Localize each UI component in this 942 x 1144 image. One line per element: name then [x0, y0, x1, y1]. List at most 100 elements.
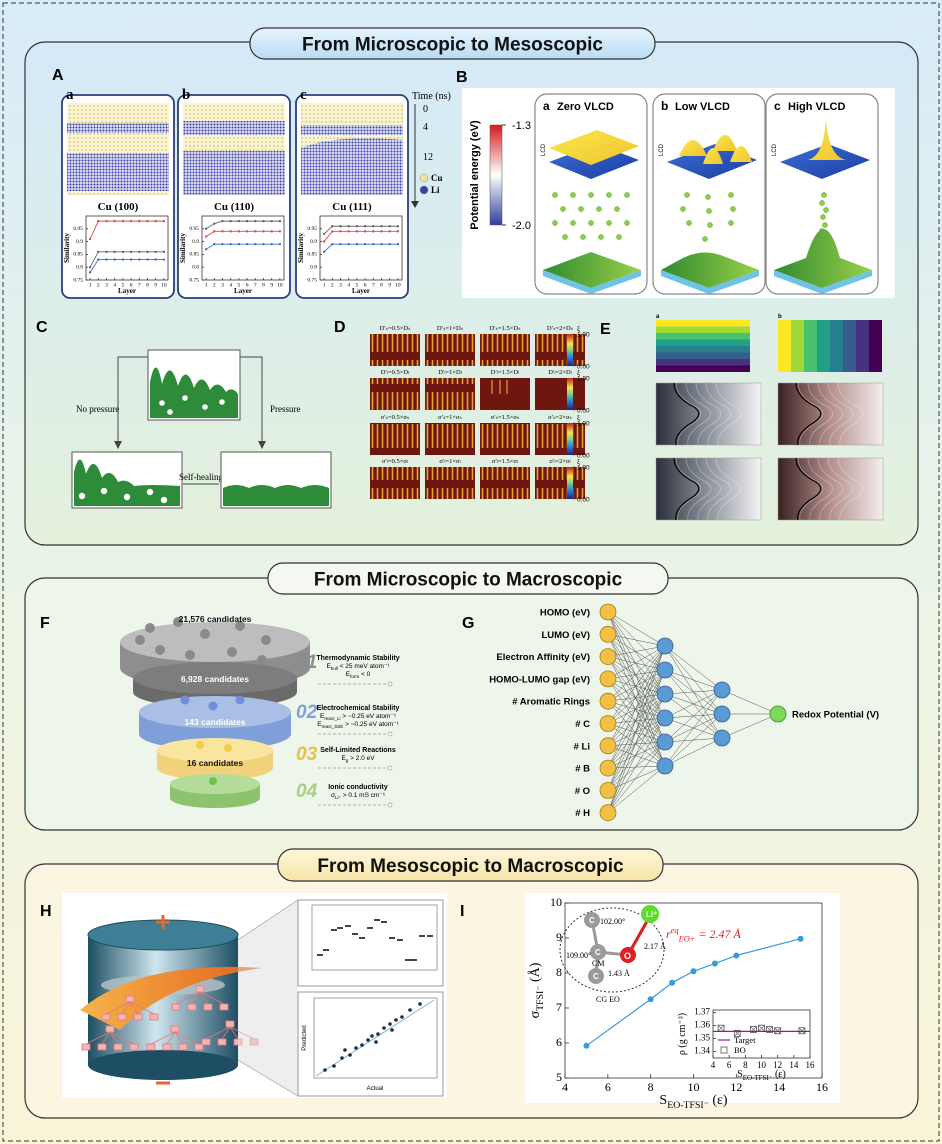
panel-letter: A — [52, 67, 64, 84]
step-criterion: Ereact_Li > ~0.25 eV atom⁻¹ — [320, 713, 397, 721]
tree-edge — [191, 991, 201, 1005]
point — [146, 250, 149, 254]
connection — [607, 634, 666, 647]
carbon — [584, 912, 600, 928]
e-interface — [673, 382, 700, 446]
vlcd-letter: c — [774, 99, 781, 113]
li-ion — [616, 234, 622, 240]
connection — [607, 717, 666, 813]
candidate — [180, 695, 190, 705]
point — [278, 230, 282, 233]
e-letter: b — [778, 314, 782, 320]
step-criterion-sub: react_SSE — [322, 724, 344, 729]
connection — [607, 678, 666, 743]
d-image — [425, 467, 475, 499]
d-image — [480, 423, 530, 455]
connection — [607, 634, 666, 671]
e-isoline — [695, 457, 722, 521]
d-image — [425, 378, 475, 410]
connection — [607, 693, 666, 702]
e-isoline — [705, 382, 732, 446]
tree-node — [187, 1003, 197, 1011]
x-tick-label: 4 — [711, 1060, 716, 1070]
li-ion — [580, 234, 586, 240]
connection — [607, 765, 666, 769]
input-node — [599, 782, 617, 799]
connection — [607, 656, 666, 695]
point — [380, 225, 383, 228]
e-band — [656, 346, 750, 353]
void — [159, 400, 165, 406]
connection — [607, 669, 666, 813]
hidden-node — [656, 685, 674, 703]
arrow — [240, 356, 263, 445]
series-line — [323, 225, 398, 235]
h-point — [323, 1068, 327, 1072]
connection — [664, 689, 723, 695]
connection — [607, 645, 666, 724]
green-hills — [74, 459, 180, 506]
tree-edge — [101, 1031, 111, 1045]
h-step — [331, 929, 337, 931]
x-tick-label: 12 — [730, 1080, 742, 1094]
h-y-label: Predicted — [302, 1025, 308, 1050]
series-line — [205, 230, 280, 237]
hill — [703, 148, 723, 164]
candidate-count: 21,576 candidates — [179, 614, 252, 624]
step-criterion-rest: > ~0.25 eV atom⁻¹ — [343, 721, 399, 728]
arrow — [117, 356, 148, 445]
x-axis-label-unit: (ε) — [709, 1093, 728, 1108]
li-ion — [606, 220, 612, 226]
li-ion — [588, 192, 594, 198]
point — [322, 240, 326, 243]
point — [669, 979, 676, 986]
x-tick-label: 8 — [262, 283, 265, 289]
d-image — [425, 423, 475, 455]
d-colorbar-symbol: ξ — [577, 458, 580, 466]
peak — [808, 118, 846, 160]
e-contour — [655, 457, 762, 521]
candidate — [235, 621, 245, 631]
tree-edge — [175, 991, 201, 1005]
point — [347, 242, 350, 246]
y-axis-label-unit: (Å) — [527, 962, 543, 985]
series-line — [89, 251, 164, 268]
x-tick-label: 4 — [229, 283, 232, 289]
d-colorbar-tick-label: 1.00 — [577, 376, 590, 383]
tree-node — [129, 1043, 139, 1051]
connection — [607, 669, 666, 791]
candidate — [209, 777, 217, 785]
input-label: # O — [575, 786, 590, 797]
y-tick-label: 0.95 — [307, 226, 317, 232]
h-step — [317, 954, 323, 956]
atom-layer — [301, 103, 403, 125]
d-label: σ′ₛ=2×σₛ — [548, 414, 572, 421]
pressure-label: Pressure — [270, 404, 301, 414]
point — [88, 271, 92, 274]
x-tick-label: 14 — [773, 1080, 785, 1094]
connection — [664, 689, 723, 767]
hidden-node — [656, 757, 674, 775]
h-step — [397, 939, 403, 941]
connection — [607, 645, 666, 657]
li-ion — [598, 234, 604, 240]
point — [88, 266, 92, 269]
point — [583, 1042, 590, 1049]
legend-label: Target — [734, 1035, 756, 1045]
connection — [607, 656, 666, 719]
connection — [607, 669, 666, 702]
point — [221, 219, 224, 223]
d-image — [480, 334, 530, 366]
point — [278, 219, 282, 223]
hidden-node — [656, 733, 674, 751]
x-tick-label: 4 — [347, 283, 350, 289]
legend-label: Li — [431, 185, 440, 195]
point — [162, 250, 166, 254]
e-band — [656, 333, 750, 340]
point — [113, 258, 116, 261]
y-tick-label: 0.8 — [76, 264, 83, 270]
point — [270, 219, 273, 223]
point — [138, 250, 141, 254]
e-band — [856, 320, 869, 372]
h-point — [374, 1040, 378, 1044]
